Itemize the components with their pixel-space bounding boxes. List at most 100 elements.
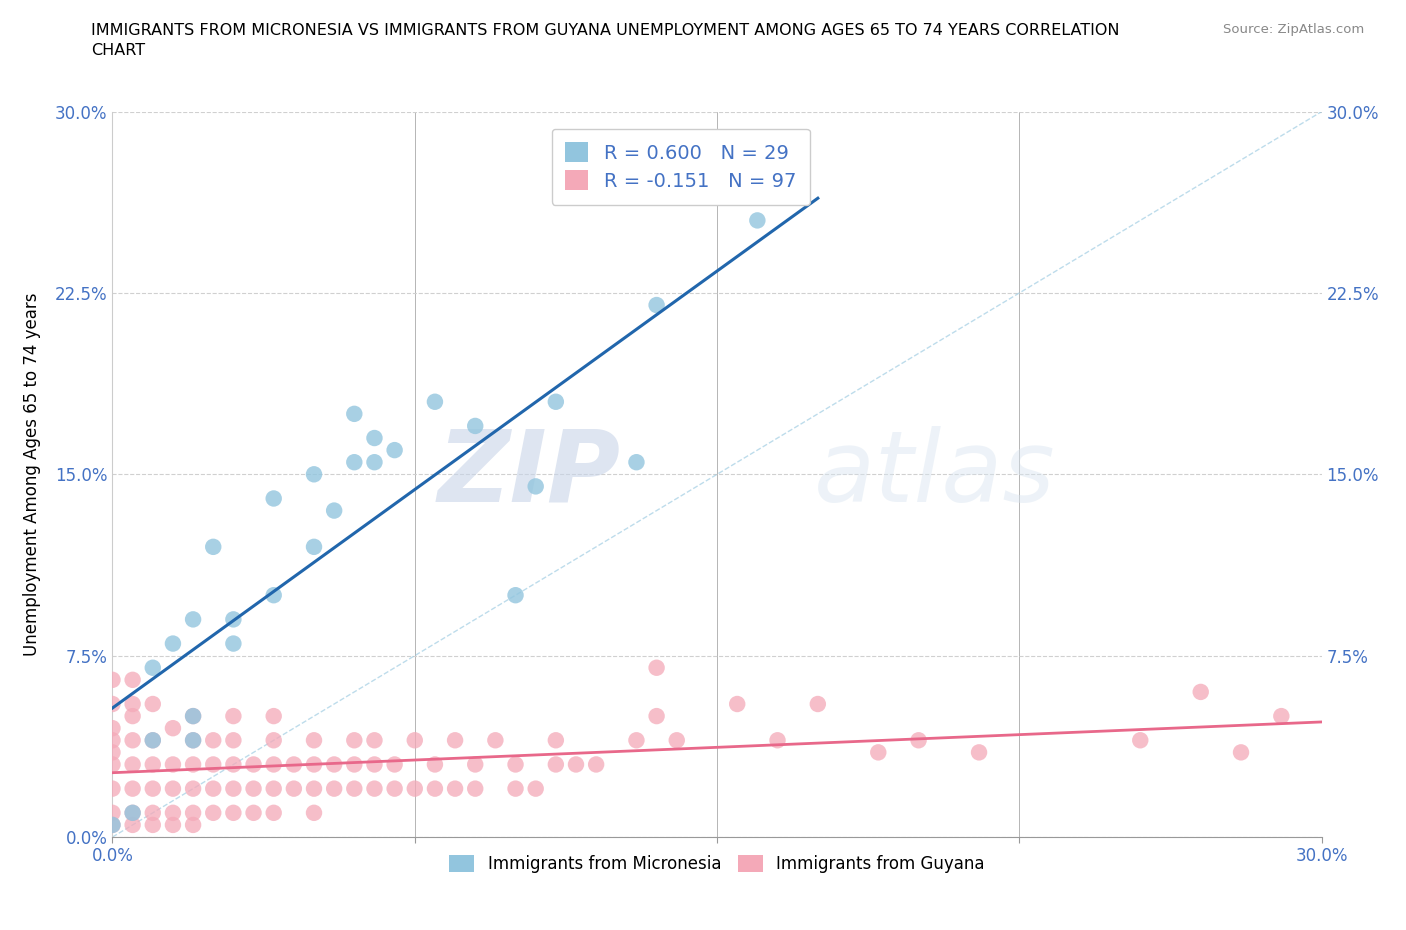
Point: [142, 817, 165, 832]
Point: [263, 805, 285, 820]
Point: [222, 612, 245, 627]
Point: [323, 757, 346, 772]
Point: [505, 588, 527, 603]
Point: [302, 805, 325, 820]
Point: [121, 757, 143, 772]
Point: [222, 733, 245, 748]
Point: [181, 817, 204, 832]
Point: [404, 733, 426, 748]
Point: [181, 709, 204, 724]
Point: [725, 697, 748, 711]
Point: [343, 757, 366, 772]
Point: [101, 781, 124, 796]
Point: [242, 805, 264, 820]
Point: [343, 406, 366, 421]
Point: [1270, 709, 1292, 724]
Point: [181, 733, 204, 748]
Point: [181, 612, 204, 627]
Point: [222, 781, 245, 796]
Point: [384, 443, 406, 458]
Point: [263, 757, 285, 772]
Point: [384, 757, 406, 772]
Legend: R = 0.600   N = 29, R = -0.151   N = 97: R = 0.600 N = 29, R = -0.151 N = 97: [551, 128, 810, 205]
Point: [142, 733, 165, 748]
Point: [101, 817, 124, 832]
Point: [222, 757, 245, 772]
Text: Source: ZipAtlas.com: Source: ZipAtlas.com: [1223, 23, 1364, 36]
Text: ZIP: ZIP: [437, 426, 620, 523]
Point: [1189, 684, 1212, 699]
Point: [645, 709, 668, 724]
Point: [162, 817, 184, 832]
Point: [142, 757, 165, 772]
Y-axis label: Unemployment Among Ages 65 to 74 years: Unemployment Among Ages 65 to 74 years: [22, 293, 41, 656]
Point: [766, 733, 789, 748]
Point: [464, 418, 486, 433]
Point: [645, 298, 668, 312]
Point: [524, 781, 547, 796]
Point: [101, 817, 124, 832]
Point: [121, 672, 143, 687]
Point: [626, 733, 648, 748]
Point: [747, 213, 769, 228]
Point: [181, 733, 204, 748]
Point: [645, 660, 668, 675]
Point: [524, 479, 547, 494]
Point: [263, 709, 285, 724]
Point: [302, 539, 325, 554]
Point: [302, 757, 325, 772]
Point: [121, 805, 143, 820]
Point: [162, 757, 184, 772]
Point: [907, 733, 929, 748]
Point: [626, 455, 648, 470]
Point: [142, 733, 165, 748]
Point: [142, 781, 165, 796]
Point: [807, 697, 830, 711]
Point: [162, 781, 184, 796]
Point: [121, 709, 143, 724]
Point: [101, 672, 124, 687]
Point: [343, 781, 366, 796]
Point: [283, 781, 305, 796]
Point: [505, 757, 527, 772]
Point: [263, 588, 285, 603]
Point: [302, 781, 325, 796]
Point: [565, 757, 588, 772]
Point: [242, 781, 264, 796]
Point: [444, 733, 467, 748]
Point: [202, 781, 225, 796]
Point: [202, 757, 225, 772]
Point: [1129, 733, 1152, 748]
Point: [363, 757, 385, 772]
Point: [283, 757, 305, 772]
Point: [222, 805, 245, 820]
Point: [423, 781, 446, 796]
Point: [505, 781, 527, 796]
Point: [464, 781, 486, 796]
Point: [343, 733, 366, 748]
Point: [121, 781, 143, 796]
Point: [384, 781, 406, 796]
Point: [363, 431, 385, 445]
Point: [444, 781, 467, 796]
Point: [101, 697, 124, 711]
Point: [142, 805, 165, 820]
Point: [181, 757, 204, 772]
Point: [585, 757, 607, 772]
Point: [242, 757, 264, 772]
Point: [202, 733, 225, 748]
Point: [121, 733, 143, 748]
Point: [222, 709, 245, 724]
Point: [464, 757, 486, 772]
Point: [263, 733, 285, 748]
Point: [302, 467, 325, 482]
Point: [363, 781, 385, 796]
Point: [363, 455, 385, 470]
Point: [665, 733, 688, 748]
Point: [967, 745, 990, 760]
Point: [1230, 745, 1253, 760]
Point: [181, 805, 204, 820]
Point: [121, 805, 143, 820]
Point: [423, 757, 446, 772]
Point: [343, 455, 366, 470]
